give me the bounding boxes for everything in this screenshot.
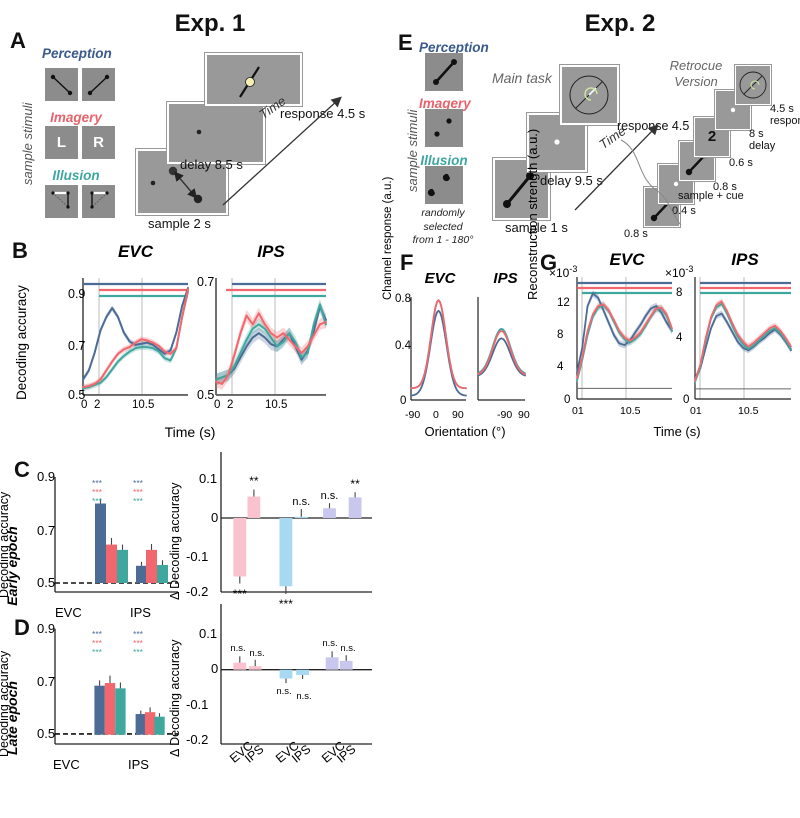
svg-text:-0.2: -0.2 [186,732,208,747]
svg-text:n.s.: n.s. [296,691,311,702]
svg-text:01: 01 [690,405,702,417]
svg-text:n.s.: n.s. [249,648,264,659]
svg-text:0.5: 0.5 [37,726,55,741]
svg-text:0.9: 0.9 [37,621,55,636]
svg-text:0: 0 [683,394,689,406]
svg-text:4: 4 [557,361,564,373]
svg-text:n.s.: n.s. [322,638,337,649]
svg-text:10.5: 10.5 [738,405,759,417]
svg-text:0: 0 [211,661,218,676]
svg-text:0.1: 0.1 [199,626,217,641]
svg-text:0: 0 [564,394,570,406]
svg-text:4: 4 [676,332,683,344]
svg-text:n.s.: n.s. [276,686,291,697]
svg-text:0.7: 0.7 [37,674,55,689]
svg-text:10.5: 10.5 [620,405,641,417]
svg-text:01: 01 [572,405,584,417]
svg-text:8: 8 [557,329,563,341]
svg-text:n.s.: n.s. [340,643,355,654]
svg-text:***: *** [133,647,144,657]
svg-text:12: 12 [557,297,570,309]
svg-text:8: 8 [676,287,682,299]
svg-text:***: *** [92,647,103,657]
svg-text:n.s.: n.s. [230,643,245,654]
svg-text:-0.1: -0.1 [186,697,208,712]
